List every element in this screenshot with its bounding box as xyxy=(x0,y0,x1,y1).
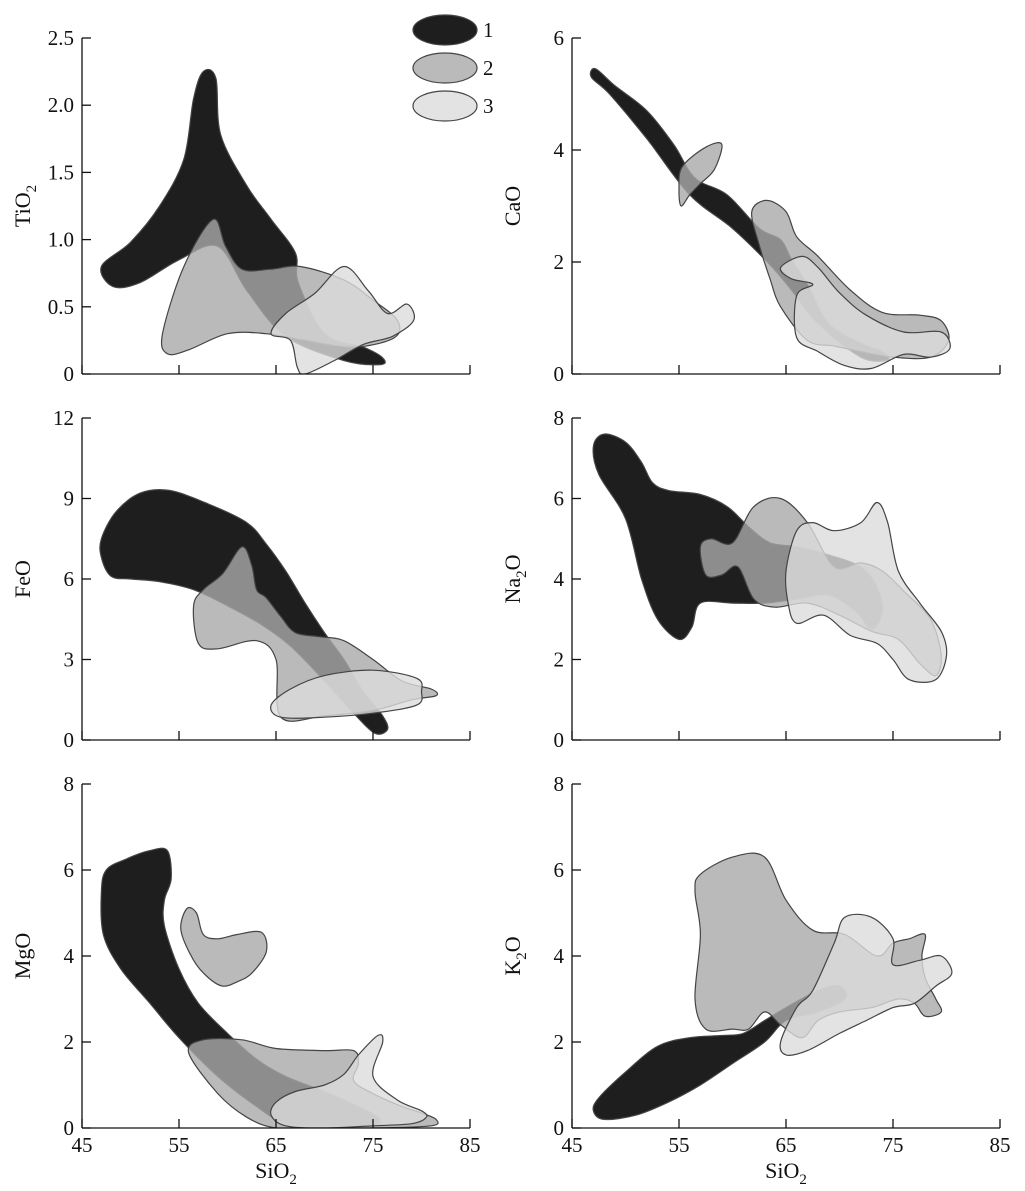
legend-item-3: 3 xyxy=(412,90,494,122)
y-tick-label: 2 xyxy=(554,250,565,274)
x-tick-label: 75 xyxy=(363,1133,384,1157)
panel-4: 0 2 4 6 8 Na2O xyxy=(500,406,1001,752)
y-tick-label: 8 xyxy=(64,772,75,796)
x-tick-label: 65 xyxy=(266,1133,287,1157)
regions xyxy=(100,847,439,1128)
legend-item-2: 2 xyxy=(412,52,494,84)
y-tick-label: 9 xyxy=(64,487,75,511)
y-axis-title: TiO2 xyxy=(10,185,40,227)
y-tick-label: 0 xyxy=(554,362,565,386)
region-field-3 xyxy=(779,913,953,1056)
y-tick-label: 2 xyxy=(554,648,565,672)
x-axis-title: SiO2 xyxy=(255,1158,297,1188)
legend-item-1: 1 xyxy=(412,14,494,46)
y-tick-label: 2.0 xyxy=(48,93,74,117)
y-tick-label: 0 xyxy=(64,728,75,752)
y-tick-label: 6 xyxy=(554,487,565,511)
y-tick-label: 0 xyxy=(64,1116,75,1140)
legend-label-3: 3 xyxy=(483,94,494,118)
y-tick-label: 0 xyxy=(554,728,565,752)
regions xyxy=(592,433,948,683)
regions xyxy=(99,488,439,735)
region-field-3 xyxy=(779,255,951,370)
legend-label-1: 1 xyxy=(483,18,494,42)
y-tick-label: 6 xyxy=(554,26,565,50)
y-tick-label: 6 xyxy=(64,858,75,882)
x-tick-label: 45 xyxy=(562,1133,583,1157)
regions xyxy=(589,67,951,370)
y-axis-title: CaO xyxy=(500,186,525,226)
region-field-3 xyxy=(270,265,415,374)
legend-swatch-3 xyxy=(412,90,478,122)
y-tick-label: 6 xyxy=(554,858,565,882)
y-axis-title: FeO xyxy=(10,560,35,598)
region-field-3 xyxy=(784,501,948,683)
region-field-3 xyxy=(270,669,423,719)
panel-3: 0 3 6 9 12 FeO xyxy=(10,406,471,752)
y-tick-label: 0.5 xyxy=(48,295,74,319)
y-tick-label: 4 xyxy=(64,944,75,968)
y-tick-label: 0 xyxy=(554,1116,565,1140)
y-axis-title: K2O xyxy=(500,936,530,975)
panel-5: 0 2 4 6 8 45 55 65 75 85 MgO SiO2 xyxy=(10,772,481,1188)
y-axis-title: Na2O xyxy=(500,554,530,603)
x-axis-title: SiO2 xyxy=(765,1158,807,1188)
y-tick-label: 2 xyxy=(64,1030,75,1054)
x-tick-label: 55 xyxy=(669,1133,690,1157)
region-field-2 xyxy=(180,906,268,987)
y-tick-label: 4 xyxy=(554,567,565,591)
panels-layer: 0 0.5 1.0 1.5 2.0 2.5 TiO2 0 2 4 6 CaO 0 3 6 9 12 FeO 0 2 4 6… xyxy=(10,26,1011,1188)
y-axis-title: MgO xyxy=(10,933,35,979)
region-field-2 xyxy=(678,142,723,207)
regions xyxy=(100,68,415,374)
legend-label-2: 2 xyxy=(483,56,494,80)
y-tick-label: 3 xyxy=(64,648,75,672)
y-tick-label: 1.0 xyxy=(48,228,74,252)
regions xyxy=(592,852,953,1121)
y-tick-label: 1.5 xyxy=(48,160,74,184)
y-tick-label: 2 xyxy=(554,1030,565,1054)
x-tick-label: 55 xyxy=(169,1133,190,1157)
y-tick-label: 8 xyxy=(554,772,565,796)
y-tick-label: 2.5 xyxy=(48,26,74,50)
y-tick-label: 8 xyxy=(554,406,565,430)
y-tick-label: 4 xyxy=(554,944,565,968)
x-tick-label: 85 xyxy=(990,1133,1011,1157)
panel-2: 0 2 4 6 CaO xyxy=(500,26,1001,386)
legend-swatch-2 xyxy=(412,52,478,84)
y-tick-label: 12 xyxy=(53,406,74,430)
x-tick-label: 75 xyxy=(883,1133,904,1157)
legend: 1 2 3 xyxy=(412,14,494,122)
x-tick-label: 45 xyxy=(72,1133,93,1157)
x-tick-label: 65 xyxy=(776,1133,797,1157)
y-tick-label: 4 xyxy=(554,138,565,162)
y-tick-label: 0 xyxy=(64,362,75,386)
panel-6: 0 2 4 6 8 45 55 65 75 85 K2O SiO2 xyxy=(500,772,1011,1188)
legend-swatch-1 xyxy=(412,14,478,46)
x-tick-label: 85 xyxy=(460,1133,481,1157)
y-tick-label: 6 xyxy=(64,567,75,591)
panel-1: 0 0.5 1.0 1.5 2.0 2.5 TiO2 xyxy=(10,26,471,386)
